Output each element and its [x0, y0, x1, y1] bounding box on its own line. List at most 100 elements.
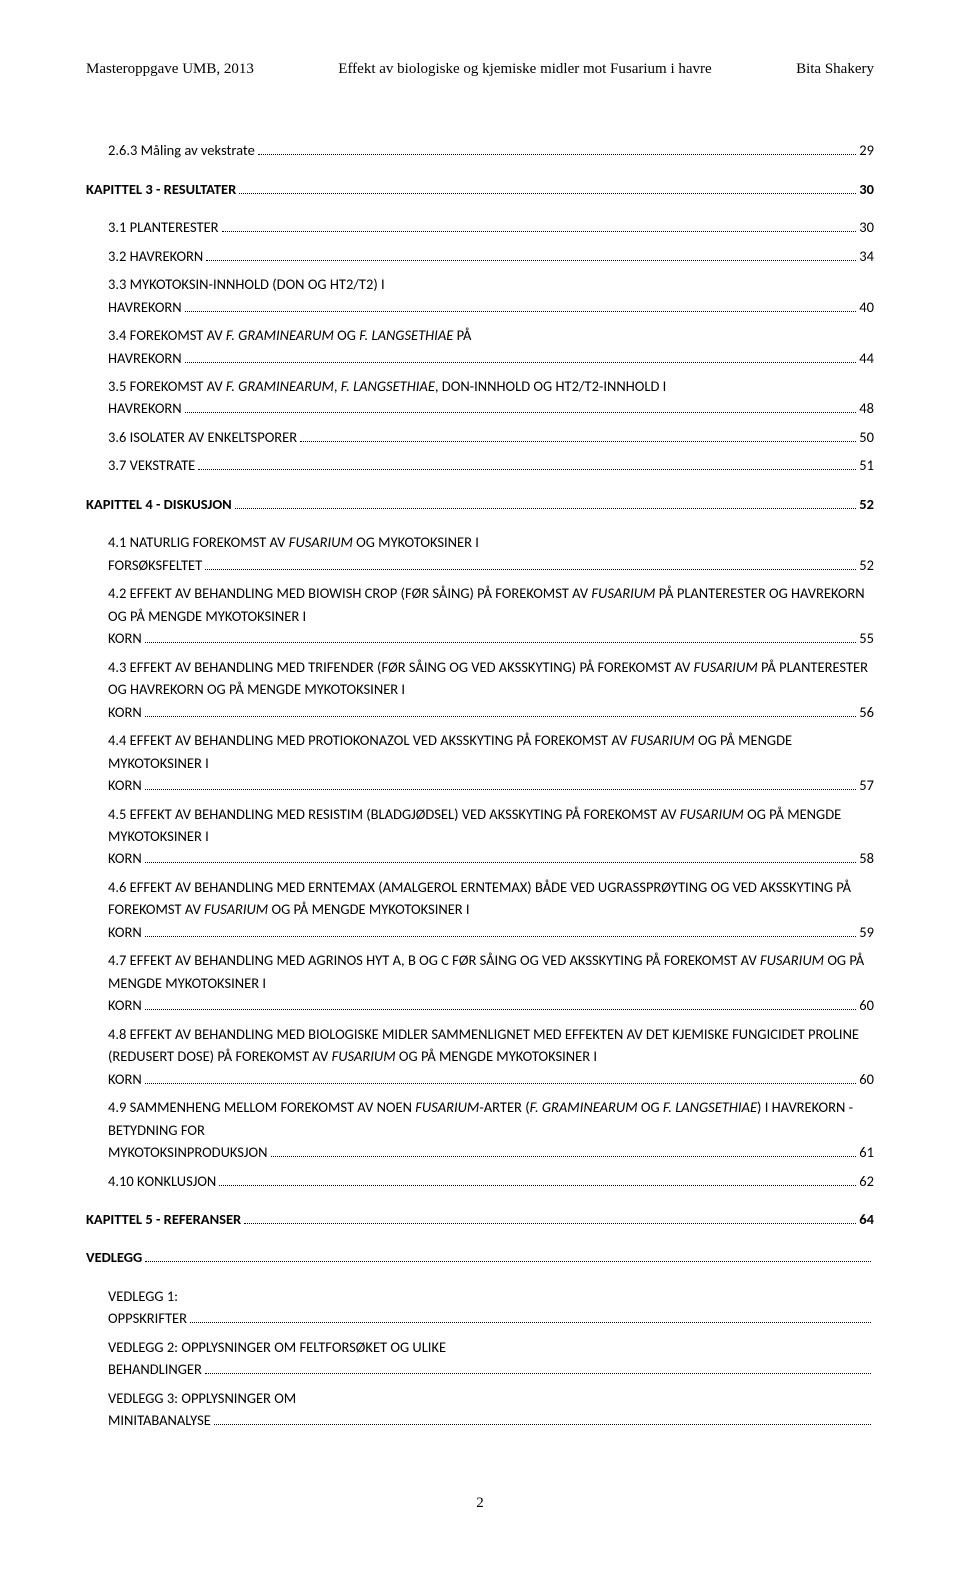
toc-page: 60 [859, 994, 874, 1016]
toc-leader [222, 222, 857, 232]
page-number: 2 [86, 1492, 874, 1515]
toc-label-wrap: 4.7 EFFEKT AV BEHANDLING MED AGRINOS HYT… [108, 949, 874, 994]
toc-label: KORN [108, 921, 142, 943]
toc-leader [198, 460, 856, 470]
toc-label-wrap: 3.4 FOREKOMST AV F. GRAMINEARUM OG F. LA… [108, 324, 874, 346]
toc-page: 55 [859, 627, 874, 649]
toc-page: 56 [859, 701, 874, 723]
toc-leader [258, 145, 856, 155]
toc-page: 34 [859, 245, 874, 267]
toc-leader [214, 1415, 871, 1425]
header-left: Masteroppgave UMB, 2013 [86, 58, 254, 81]
toc-label-wrap: VEDLEGG 3: OPPLYSNINGER OM [108, 1387, 874, 1409]
toc-leader [145, 853, 857, 863]
toc-label: MINITABANALYSE [108, 1409, 211, 1431]
toc-label-wrap: 4.8 EFFEKT AV BEHANDLING MED BIOLOGISKE … [108, 1023, 874, 1068]
toc-label: KORN [108, 774, 142, 796]
toc-label: KORN [108, 701, 142, 723]
header-center: Effekt av biologiske og kjemiske midler … [338, 58, 711, 81]
toc-page: 48 [859, 397, 874, 419]
toc-entry: 4.6 EFFEKT AV BEHANDLING MED ERNTEMAX (A… [86, 876, 874, 943]
toc-label-wrap: 3.5 FOREKOMST AV F. GRAMINEARUM, F. LANG… [108, 375, 874, 397]
toc-page: 58 [859, 847, 874, 869]
toc-entry: 3.1 PLANTERESTER 30 [86, 216, 874, 238]
toc-leader [206, 251, 856, 261]
toc-label-wrap: VEDLEGG 2: OPPLYSNINGER OM FELTFORSØKET … [108, 1336, 874, 1358]
toc-leader [271, 1147, 857, 1157]
toc-leader [145, 1252, 871, 1262]
toc-entry: KAPITTEL 4 - DISKUSJON 52 [86, 493, 874, 515]
table-of-contents: 2.6.3 Måling av vekstrate 29 KAPITTEL 3 - … [86, 139, 874, 1432]
toc-page: 61 [859, 1141, 874, 1163]
toc-label: OPPSKRIFTER [108, 1307, 187, 1329]
toc-label: 3.1 PLANTERESTER [108, 216, 219, 238]
toc-label: 3.2 HAVREKORN [108, 245, 203, 267]
toc-leader [185, 301, 857, 311]
toc-leader [145, 780, 857, 790]
toc-label-wrap: 4.3 EFFEKT AV BEHANDLING MED TRIFENDER (… [108, 656, 874, 701]
toc-leader [145, 927, 857, 937]
toc-page: 30 [859, 178, 874, 200]
toc-entry: 3.2 HAVREKORN 34 [86, 245, 874, 267]
toc-label: 2.6.3 Måling av vekstrate [108, 139, 255, 161]
toc-page: 52 [859, 493, 874, 515]
toc-label: KORN [108, 627, 142, 649]
toc-page: 60 [859, 1068, 874, 1090]
toc-label: KAPITTEL 5 - REFERANSER [86, 1208, 241, 1230]
toc-entry: 4.2 EFFEKT AV BEHANDLING MED BIOWISH CRO… [86, 582, 874, 649]
toc-entry: 4.10 KONKLUSJON62 [86, 1170, 874, 1192]
toc-entry: VEDLEGG [86, 1246, 874, 1268]
toc-label: VEDLEGG [86, 1246, 142, 1268]
toc-entry: 3.4 FOREKOMST AV F. GRAMINEARUM OG F. LA… [86, 324, 874, 369]
header-right: Bita Shakery [796, 58, 874, 81]
toc-leader [145, 1074, 857, 1084]
toc-entry: 3.3 MYKOTOKSIN-INNHOLD (DON OG HT2/T2) I… [86, 273, 874, 318]
toc-entry: VEDLEGG 2: OPPLYSNINGER OM FELTFORSØKET … [86, 1336, 874, 1381]
toc-leader [185, 403, 857, 413]
toc-leader [190, 1313, 871, 1323]
toc-label-wrap: 4.1 NATURLIG FOREKOMST AV FUSARIUM OG MY… [108, 531, 874, 553]
toc-leader [205, 560, 856, 570]
toc-page: 30 [859, 216, 874, 238]
toc-entry: 4.9 SAMMENHENG MELLOM FOREKOMST AV NOEN … [86, 1096, 874, 1163]
toc-label: KAPITTEL 4 - DISKUSJON [86, 493, 232, 515]
toc-leader [145, 633, 857, 643]
toc-label-wrap: 3.3 MYKOTOKSIN-INNHOLD (DON OG HT2/T2) I [108, 273, 874, 295]
toc-entry: 4.8 EFFEKT AV BEHANDLING MED BIOLOGISKE … [86, 1023, 874, 1090]
toc-page: 44 [859, 347, 874, 369]
toc-entry: 4.7 EFFEKT AV BEHANDLING MED AGRINOS HYT… [86, 949, 874, 1016]
toc-label: 3.7 VEKSTRATE [108, 454, 195, 476]
toc-label: KORN [108, 1068, 142, 1090]
toc-label: HAVREKORN [108, 347, 182, 369]
toc-leader [219, 1175, 856, 1185]
toc-entry: 3.5 FOREKOMST AV F. GRAMINEARUM, F. LANG… [86, 375, 874, 420]
toc-page: 40 [859, 296, 874, 318]
page-header: Masteroppgave UMB, 2013 Effekt av biolog… [86, 58, 874, 81]
toc-label: FORSØKSFELTET [108, 554, 202, 576]
toc-label: KORN [108, 847, 142, 869]
toc-page: 29 [859, 139, 874, 161]
toc-page: 50 [859, 426, 874, 448]
toc-entry: 4.3 EFFEKT AV BEHANDLING MED TRIFENDER (… [86, 656, 874, 723]
toc-leader [300, 432, 856, 442]
toc-page: 62 [859, 1170, 874, 1192]
toc-page: 57 [859, 774, 874, 796]
toc-entry: VEDLEGG 1:OPPSKRIFTER [86, 1285, 874, 1330]
toc-label: KAPITTEL 3 - RESULTATER [86, 178, 236, 200]
toc-label-wrap: 4.6 EFFEKT AV BEHANDLING MED ERNTEMAX (A… [108, 876, 874, 921]
toc-label: MYKOTOKSINPRODUKSJON [108, 1141, 268, 1163]
toc-label: HAVREKORN [108, 296, 182, 318]
toc-leader [239, 184, 856, 194]
toc-label: 3.6 ISOLATER AV ENKELTSPORER [108, 426, 297, 448]
toc-label-wrap: 4.9 SAMMENHENG MELLOM FOREKOMST AV NOEN … [108, 1096, 874, 1141]
toc-page: 51 [859, 454, 874, 476]
toc-entry: KAPITTEL 3 - RESULTATER 30 [86, 178, 874, 200]
toc-label-wrap: 4.2 EFFEKT AV BEHANDLING MED BIOWISH CRO… [108, 582, 874, 627]
toc-leader [145, 706, 857, 716]
toc-leader [185, 352, 857, 362]
toc-label: KORN [108, 994, 142, 1016]
toc-label-wrap: VEDLEGG 1: [108, 1285, 874, 1307]
toc-label: BEHANDLINGER [108, 1358, 202, 1380]
toc-entry: KAPITTEL 5 - REFERANSER64 [86, 1208, 874, 1230]
toc-label-wrap: 4.5 EFFEKT AV BEHANDLING MED RESISTIM (B… [108, 803, 874, 848]
